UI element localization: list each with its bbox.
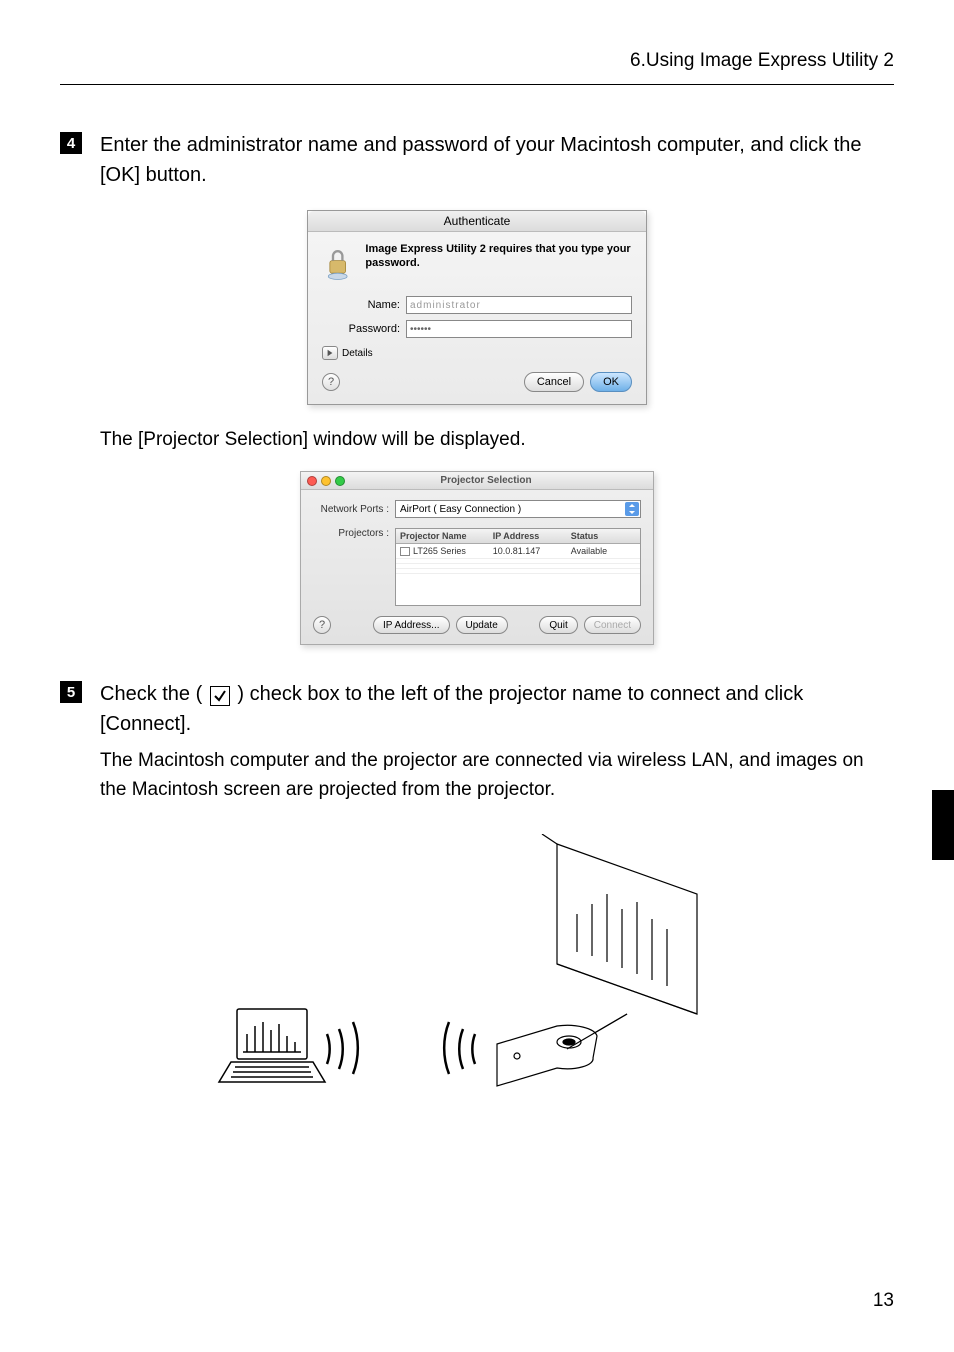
auth-password-input[interactable] <box>406 320 632 338</box>
auth-details-row: Details <box>322 346 632 360</box>
step-4-text: Enter the administrator name and passwor… <box>100 134 862 186</box>
step-5-text-b: ) check box to the left of the projector… <box>100 683 803 735</box>
network-ports-row: Network Ports : AirPort ( Easy Connectio… <box>313 500 641 518</box>
update-button[interactable]: Update <box>456 616 508 634</box>
network-ports-label: Network Ports : <box>313 504 389 515</box>
proj-titlebar: Projector Selection <box>301 472 653 490</box>
authenticate-body: Image Express Utility 2 requires that yo… <box>308 232 646 404</box>
step-4-number: 4 <box>60 132 82 154</box>
step-4-after-text: The [Projector Selection] window will be… <box>100 429 894 451</box>
table-row[interactable]: LT265 Series 10.0.81.147 Available <box>396 544 640 559</box>
row-projector-name: LT265 Series <box>413 546 466 556</box>
network-ports-select[interactable]: AirPort ( Easy Connection ) <box>395 500 641 518</box>
close-icon[interactable] <box>307 476 317 486</box>
connect-button[interactable]: Connect <box>584 616 641 634</box>
ok-button[interactable]: OK <box>590 372 632 392</box>
ip-address-button[interactable]: IP Address... <box>373 616 450 634</box>
projectors-row: Projectors : Projector Name IP Address S… <box>313 528 641 606</box>
network-ports-value: AirPort ( Easy Connection ) <box>400 504 521 515</box>
projector-selection-screenshot: Projector Selection Network Ports : AirP… <box>60 471 894 645</box>
disclosure-icon <box>322 346 338 360</box>
quit-button[interactable]: Quit <box>539 616 577 634</box>
chapter-header: 6.Using Image Express Utility 2 <box>60 50 894 85</box>
details-label: Details <box>342 348 373 359</box>
row-status: Available <box>567 544 640 558</box>
proj-footer: ? IP Address... Update Quit Connect <box>313 616 641 634</box>
connection-diagram <box>217 834 737 1094</box>
step-5-text-a: Check the ( <box>100 683 202 705</box>
cancel-button[interactable]: Cancel <box>524 372 584 392</box>
row-ip: 10.0.81.147 <box>489 544 567 558</box>
col-projector-name: Projector Name <box>396 529 489 543</box>
auth-password-row: Password: <box>322 320 632 338</box>
col-ip-address: IP Address <box>489 529 567 543</box>
auth-name-input[interactable] <box>406 296 632 314</box>
step-5-sub: The Macintosh computer and the projector… <box>100 747 894 804</box>
projectors-header: Projector Name IP Address Status <box>396 529 640 544</box>
checkbox-icon <box>210 686 230 706</box>
authenticate-screenshot: Authenticate Image Express Utility 2 req… <box>60 210 894 405</box>
projectors-label: Projectors : <box>313 528 389 539</box>
auth-password-label: Password: <box>322 323 400 335</box>
table-row <box>396 569 640 574</box>
proj-title: Projector Selection <box>325 475 647 486</box>
col-status: Status <box>567 529 640 543</box>
row-checkbox[interactable] <box>400 547 410 556</box>
auth-footer: ? Cancel OK <box>322 372 632 392</box>
authenticate-title: Authenticate <box>308 211 646 232</box>
auth-top-row: Image Express Utility 2 requires that yo… <box>322 242 632 284</box>
select-arrows-icon <box>625 502 639 516</box>
page-number: 13 <box>873 1290 894 1312</box>
projectors-table: Projector Name IP Address Status LT265 S… <box>395 528 641 606</box>
page: 6.Using Image Express Utility 2 4 Enter … <box>0 0 954 1352</box>
help-icon[interactable]: ? <box>313 616 331 634</box>
step-4: 4 Enter the administrator name and passw… <box>60 130 894 190</box>
projector-selection-dialog: Projector Selection Network Ports : AirP… <box>300 471 654 645</box>
auth-message: Image Express Utility 2 requires that yo… <box>365 242 632 271</box>
auth-name-row: Name: <box>322 296 632 314</box>
side-tab <box>932 790 954 860</box>
step-4-body: Enter the administrator name and passwor… <box>100 130 894 190</box>
step-5-body: Check the ( ) check box to the left of t… <box>100 679 894 804</box>
details-toggle[interactable]: Details <box>322 346 373 360</box>
step-5: 5 Check the ( ) check box to the left of… <box>60 679 894 804</box>
proj-body: Network Ports : AirPort ( Easy Connectio… <box>301 490 653 644</box>
authenticate-dialog: Authenticate Image Express Utility 2 req… <box>307 210 647 405</box>
lock-icon <box>322 242 353 284</box>
step-5-number: 5 <box>60 681 82 703</box>
help-icon[interactable]: ? <box>322 373 340 391</box>
auth-name-label: Name: <box>322 299 400 311</box>
